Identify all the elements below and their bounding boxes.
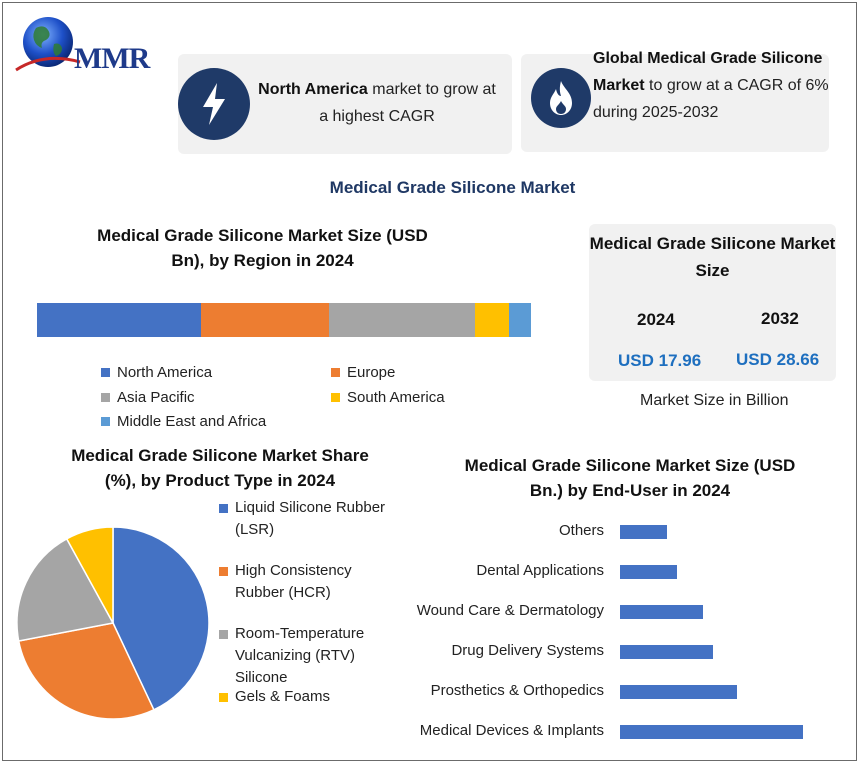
lightning-icon <box>178 68 250 140</box>
legend-swatch <box>219 630 228 639</box>
legend-label: Europe <box>347 364 396 381</box>
pie-slice-gels-foams <box>65 526 114 624</box>
highlight-card-north-america: North America market to grow at a highes… <box>178 54 512 154</box>
year-2032: 2032 <box>761 309 799 328</box>
market-size-caption: Market Size in Billion <box>640 392 789 409</box>
product-chart-title: Medical Grade Silicone Market Share (%),… <box>71 446 369 490</box>
legend-label: North America <box>117 364 213 381</box>
legend-swatch <box>331 393 340 402</box>
product-legend-liquid-silicone-rubber-lsr: Liquid Silicone Rubber (LSR) <box>219 497 394 541</box>
market-size-title: Medical Grade Silicone Market Size <box>589 234 836 280</box>
enduser-label-prosthetics-orthopedics: Prosthetics & Orthopedics <box>430 682 604 699</box>
legend-swatch <box>331 368 340 377</box>
enduser-label-drug-delivery-systems: Drug Delivery Systems <box>451 642 604 659</box>
pie-slice-high-consistency-rubber-hcr <box>17 622 155 720</box>
legend-label: South America <box>347 389 445 406</box>
legend-label: High Consistency Rubber (HCR) <box>234 562 352 601</box>
region-legend-north-america: North America <box>101 364 212 381</box>
legend-label: Middle East and Africa <box>117 413 267 430</box>
region-segment-asia-pacific <box>328 303 476 337</box>
region-chart-title: Medical Grade Silicone Market Size (USD … <box>97 226 428 270</box>
enduser-bar-dental-applications <box>620 565 677 579</box>
enduser-bar-others <box>620 525 667 539</box>
enduser-label-dental-applications: Dental Applications <box>476 562 604 579</box>
legend-label: Room-Temperature Vulcanizing (RTV) Silic… <box>234 625 365 686</box>
product-legend-room-temperature-vulcanizing-rtv-silicone: Room-Temperature Vulcanizing (RTV) Silic… <box>219 623 394 689</box>
enduser-bar-drug-delivery-systems <box>620 645 714 659</box>
legend-swatch <box>219 504 228 513</box>
region-legend-middle-east-and-africa: Middle East and Africa <box>101 413 266 430</box>
legend-swatch <box>101 393 110 402</box>
region-segment-south-america <box>475 303 510 337</box>
flame-icon <box>531 68 591 128</box>
legend-swatch <box>219 567 228 576</box>
highlight-card-global: Global Medical Grade Silicone Market to … <box>521 50 829 152</box>
legend-label: Liquid Silicone Rubber (LSR) <box>234 499 386 538</box>
market-size-card: Medical Grade Silicone Market Size 2024 … <box>589 224 836 381</box>
year-2024: 2024 <box>637 310 675 329</box>
value-2024: USD 17.96 <box>618 351 702 370</box>
product-legend-gels-foams: Gels & Foams <box>219 686 394 708</box>
enduser-bar-medical-devices-implants <box>620 725 804 739</box>
region-segment-europe <box>201 303 329 337</box>
enduser-label-medical-devices-implants: Medical Devices & Implants <box>419 722 604 739</box>
highlight-text-1: North America market to grow at a highes… <box>258 81 496 125</box>
globe-icon <box>15 17 81 72</box>
enduser-label-wound-care-dermatology: Wound Care & Dermatology <box>416 602 604 619</box>
enduser-chart-title: Medical Grade Silicone Market Size (USD … <box>464 456 796 500</box>
enduser-label-others: Others <box>558 522 604 539</box>
region-segment-middle-east-and-africa <box>509 303 531 337</box>
highlight-text-2: Global Medical Grade Silicone Market to … <box>593 50 829 121</box>
legend-label: Gels & Foams <box>234 688 330 705</box>
enduser-bar-wound-care-dermatology <box>620 605 704 619</box>
legend-swatch <box>101 417 110 426</box>
legend-swatch <box>219 693 228 702</box>
legend-label: Asia Pacific <box>117 389 195 406</box>
region-legend-europe: Europe <box>331 364 395 381</box>
product-legend: Liquid Silicone Rubber (LSR) High Consist… <box>219 497 399 717</box>
page-title: Medical Grade Silicone Market <box>329 178 576 197</box>
product-pie-chart <box>16 526 210 720</box>
region-legend-south-america: South America <box>331 389 445 406</box>
region-segment-north-america <box>37 303 201 337</box>
region-legend-asia-pacific: Asia Pacific <box>101 389 195 406</box>
pie-slice-liquid-silicone-rubber-lsr <box>112 526 210 711</box>
region-stacked-bar <box>37 303 531 337</box>
value-2032: USD 28.66 <box>736 350 820 369</box>
pie-slice-room-temperature-vulcanizing-rtv-silicone <box>16 537 115 642</box>
mmr-logo: MMR <box>14 12 164 82</box>
legend-swatch <box>101 368 110 377</box>
enduser-bar-prosthetics-orthopedics <box>620 685 737 699</box>
logo-text: MMR <box>74 42 150 75</box>
product-legend-high-consistency-rubber-hcr: High Consistency Rubber (HCR) <box>219 560 394 604</box>
